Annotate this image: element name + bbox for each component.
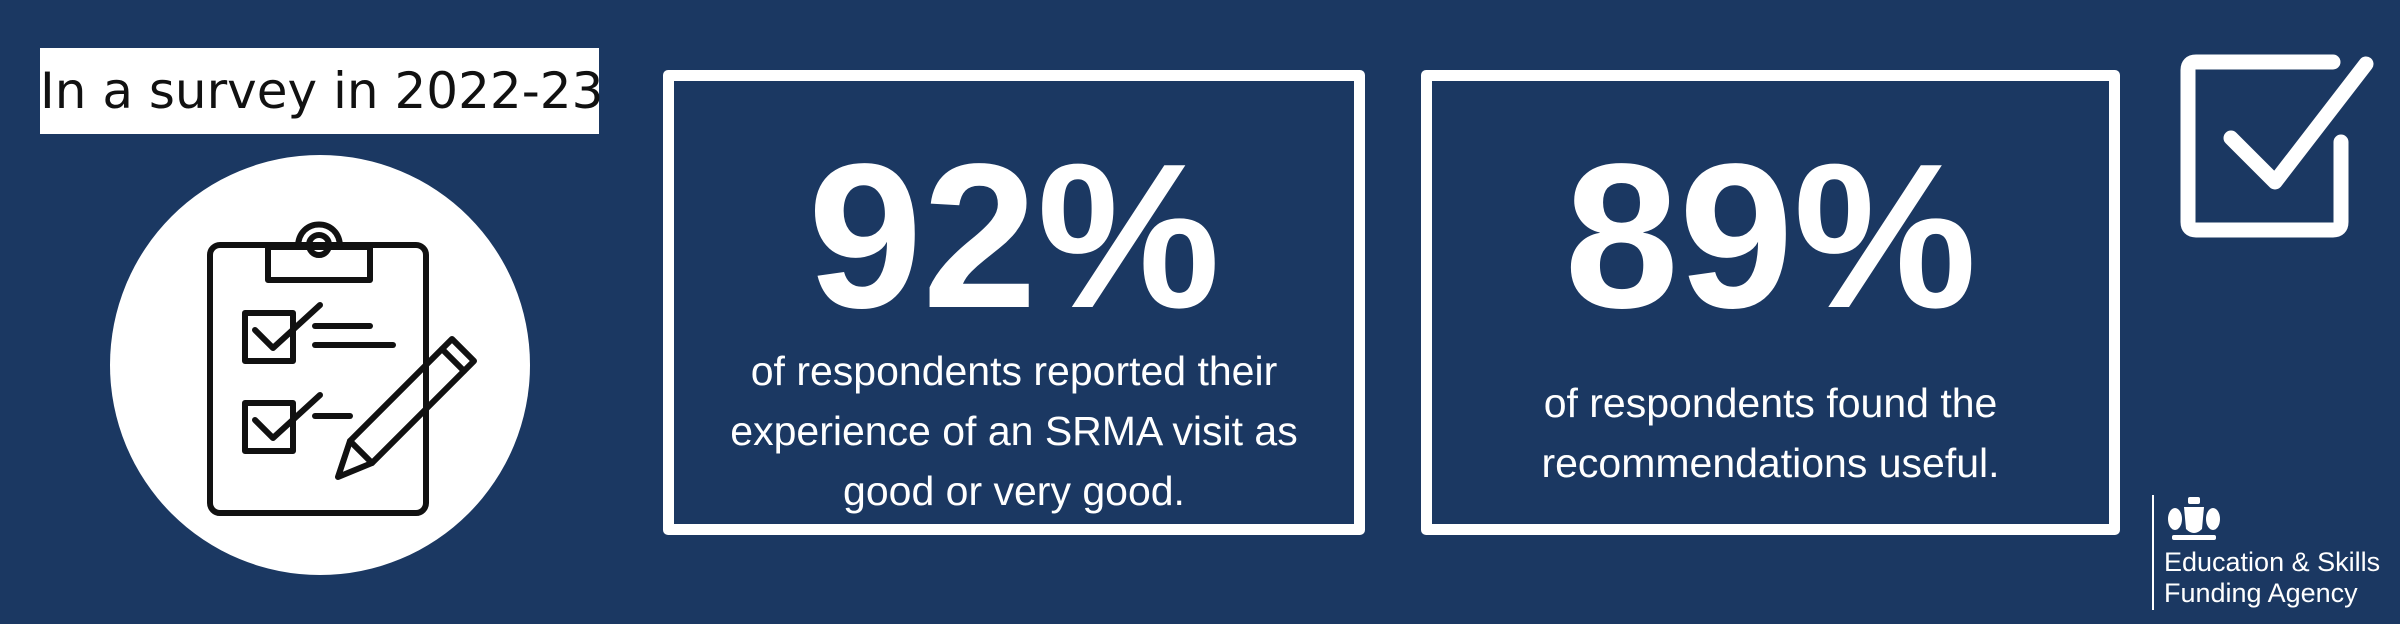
stat-card-recommendations: 89% of respondents found the recommendat… xyxy=(1421,70,2120,535)
royal-crest-icon xyxy=(2168,497,2220,540)
stat-description: of respondents reported their experience… xyxy=(730,348,1298,514)
stat-description: of respondents found the recommendations… xyxy=(1541,380,2000,486)
stat-value: 92% xyxy=(807,121,1221,351)
clipboard-circle xyxy=(110,155,530,575)
logo-text: Education & Skills Funding Agency xyxy=(2164,547,2380,609)
esfa-logo: Education & Skills Funding Agency xyxy=(2152,495,2392,610)
logo-line-1: Education & Skills xyxy=(2164,547,2381,577)
logo-line-2: Funding Agency xyxy=(2164,578,2358,608)
stat-card-satisfaction: 92% of respondents reported their experi… xyxy=(663,70,1365,535)
clipboard-checklist-icon xyxy=(207,221,477,516)
checkbox-check-icon xyxy=(2180,54,2374,238)
stat-value: 89% xyxy=(1564,121,1977,351)
survey-label: In a survey in 2022-23 xyxy=(40,48,603,134)
